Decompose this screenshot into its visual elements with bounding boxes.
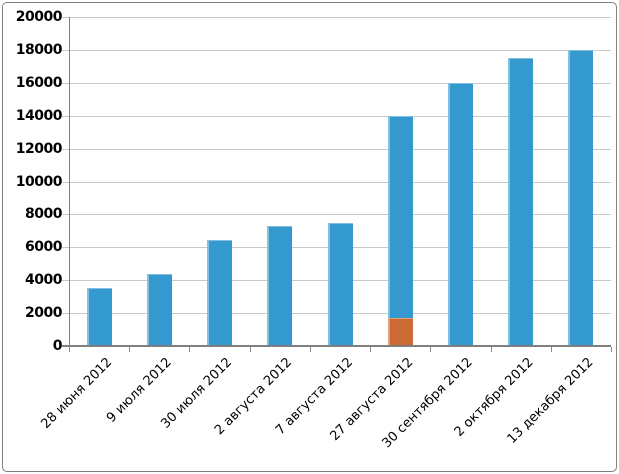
y-axis-tick-label: 18000	[15, 42, 63, 58]
x-axis-tick-mark	[310, 347, 311, 352]
bar-segment-blue-main-series	[568, 50, 593, 346]
y-axis-tick-label: 6000	[25, 239, 62, 255]
bar-segment-blue-main-series	[328, 223, 353, 346]
grid-line	[62, 214, 611, 215]
bar-segment-blue-main-series	[388, 116, 413, 318]
y-axis-tick-label: 10000	[15, 174, 63, 190]
grid-line	[62, 50, 611, 51]
y-axis-tick-label: 0	[52, 338, 63, 354]
y-axis-tick-label: 20000	[15, 9, 63, 25]
x-axis-tick-mark	[129, 347, 130, 352]
x-axis-category-label: 28 июня 2012	[37, 355, 115, 432]
grid-line	[62, 83, 611, 84]
bar-segment-blue-main-series	[267, 226, 292, 346]
y-axis-tick-label: 4000	[25, 272, 62, 288]
bar-segment-blue-main-series	[147, 274, 172, 346]
x-axis-tick-mark	[189, 347, 190, 352]
y-axis-tick-label: 8000	[25, 206, 62, 222]
x-axis-tick-mark	[551, 347, 552, 352]
y-axis-line	[69, 17, 70, 346]
y-axis-tick-label: 14000	[15, 108, 63, 124]
grid-line	[62, 17, 611, 18]
bar-segment-blue-main-series	[87, 288, 112, 346]
x-axis-tick-mark	[370, 347, 371, 352]
grid-line	[62, 182, 611, 183]
bar-segment-blue-main-series	[448, 83, 473, 346]
x-axis-tick-mark	[611, 347, 612, 352]
x-axis-tick-mark	[69, 347, 70, 352]
x-axis-tick-mark	[430, 347, 431, 352]
y-axis-tick-label: 12000	[15, 141, 63, 157]
bar-segment-orange-bottom-segment	[388, 318, 413, 346]
x-axis-tick-mark	[491, 347, 492, 352]
bar-segment-blue-main-series	[508, 58, 533, 346]
grid-line	[62, 116, 611, 117]
x-axis-tick-mark	[250, 347, 251, 352]
bar-segment-blue-main-series	[207, 240, 232, 346]
grid-line	[62, 149, 611, 150]
x-axis-line	[62, 345, 611, 347]
y-axis-tick-label: 2000	[25, 305, 62, 321]
y-axis-tick-label: 16000	[15, 75, 63, 91]
